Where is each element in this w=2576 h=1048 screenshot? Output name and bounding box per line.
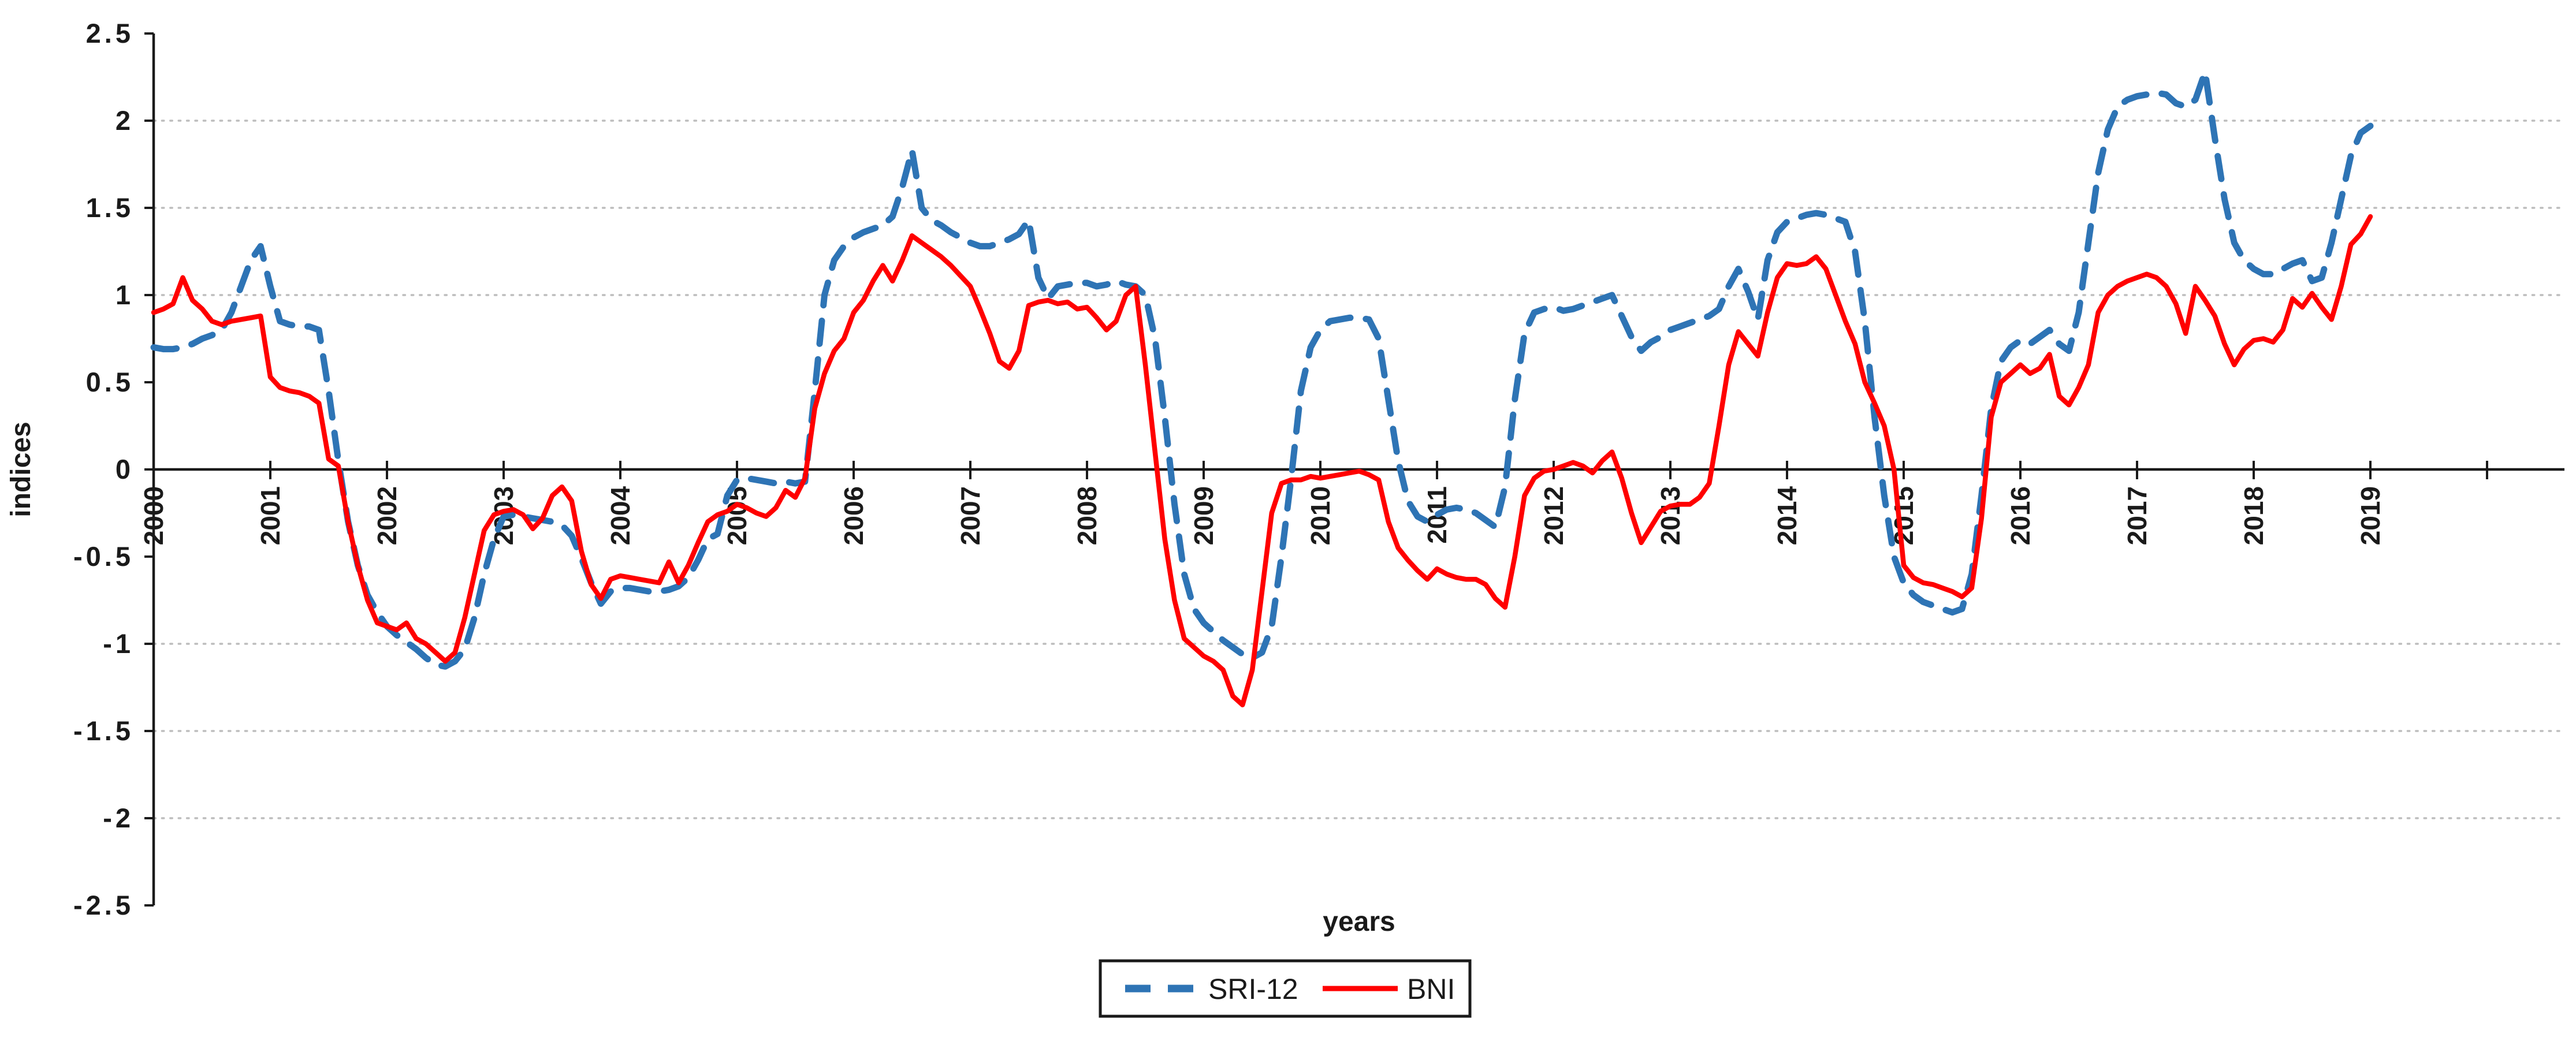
y-axis-ticks: 2.5 2 1.5 1 0.5 0 -0.5 -1 -1.5 -2 -2.5 [73,18,154,920]
x-tick-label: 2006 [839,486,869,545]
x-tick-label: 2012 [1539,486,1569,545]
y-tick-label: -1 [103,628,134,659]
x-tick-label: 2016 [2005,486,2035,545]
series-line-bni [151,214,2373,707]
y-tick-label: 2 [116,105,134,136]
y-tick-label: -2.5 [73,890,134,920]
y-tick-label: 2.5 [86,18,134,49]
x-tick-label: 2007 [955,486,985,545]
series-lines [150,68,2374,707]
y-tick-label: 1.5 [86,192,134,223]
x-tick-label: 2000 [139,486,169,545]
x-tick-label: 2018 [2239,486,2269,545]
x-tick-label: 2008 [1072,486,1102,545]
x-tick-label: 2004 [605,486,635,546]
y-tick-label: 1 [116,279,134,310]
y-tick-label: -1.5 [73,715,134,746]
gridlines [152,120,2566,819]
legend: SRI-12 BNI [1099,959,1472,1018]
y-tick-label: 0.5 [86,367,134,397]
legend-label-bni: BNI [1407,973,1455,1005]
x-axis-ticks: 2000 2001 2002 2003 2004 2005 2006 2007 2008 2009… [139,461,2488,546]
legend-label-sri12: SRI-12 [1208,973,1298,1005]
y-tick-label: -0.5 [73,541,134,572]
y-axis-title: indices [6,422,36,517]
y-tick-label: -2 [103,803,134,833]
x-tick-label: 2017 [2122,486,2152,545]
x-tick-label: 2014 [1772,486,1802,546]
x-axis-title: years [1323,907,1395,937]
x-tick-label: 2001 [255,486,285,545]
x-tick-label: 2019 [2355,486,2385,545]
legend-box [1099,959,1472,1018]
x-tick-label: 2010 [1305,486,1335,545]
series-line-sri12 [150,68,2374,670]
y-tick-label: 0 [116,454,134,484]
x-tick-label: 2009 [1189,486,1219,545]
x-tick-label: 2002 [372,486,402,545]
